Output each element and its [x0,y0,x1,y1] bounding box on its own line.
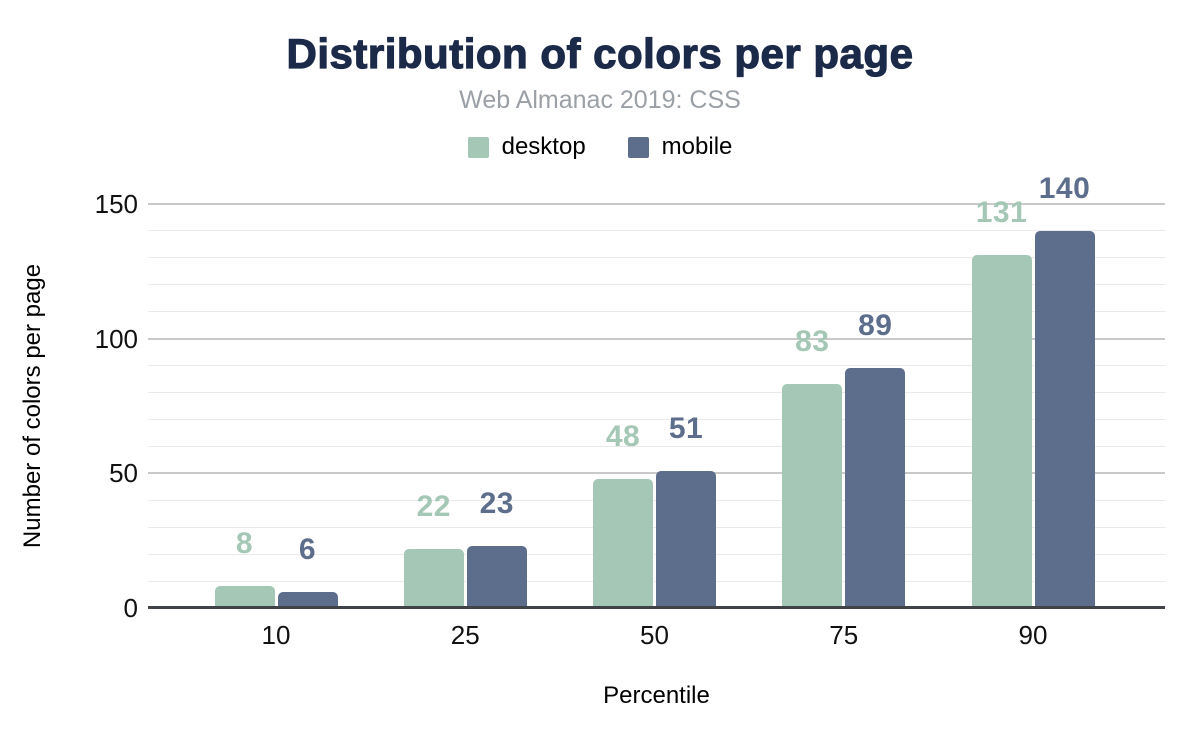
value-label-mobile-p75: 89 [858,309,893,343]
bar-desktop-p25 [403,548,464,608]
gridline-80 [148,392,1165,394]
gridline-140 [148,230,1165,232]
legend: desktop mobile [0,133,1200,161]
bar-mobile-p50 [656,470,716,608]
gridline-100 [148,337,1165,340]
y-tick-label-50: 50 [109,458,138,489]
x-axis-title: Percentile [603,682,710,709]
x-axis-line [148,606,1165,609]
gridline-60 [148,445,1165,447]
bar-desktop-p10 [214,586,275,608]
x-tick-label-10: 10 [261,620,291,650]
value-label-mobile-p50: 51 [668,411,704,445]
y-tick-label-100: 100 [94,323,138,354]
bar-desktop-p50 [593,478,653,608]
legend-swatch-desktop [467,136,489,158]
x-tick-label-75: 75 [829,620,859,650]
x-tick-label-50: 50 [640,620,669,650]
gridline-150 [148,203,1165,205]
legend-label: mobile [661,133,733,160]
bar-desktop-p90 [971,255,1032,608]
value-label-mobile-p90: 140 [1038,171,1091,205]
x-tick-label-90: 90 [1018,620,1048,650]
y-tick-label-0: 0 [123,593,138,623]
gridline-70 [148,418,1165,420]
bar-mobile-p25 [466,546,527,608]
value-label-desktop-p50: 48 [605,419,641,453]
legend-item-desktop: desktop [467,133,586,161]
plot-area: Percentile 0 50 100 150 8 6 10 22 23 25 48 51 50 83 89… [95,173,1165,709]
gridline-120 [148,284,1165,286]
value-label-desktop-p25: 22 [416,489,451,523]
bar-mobile-p90 [1034,230,1095,608]
value-label-desktop-p10: 8 [235,527,254,561]
value-label-desktop-p90: 131 [975,196,1028,230]
bar-mobile-p75 [845,368,906,608]
legend-label: desktop [501,133,586,160]
chart-title: Distribution of colors per page [286,29,914,77]
y-axis-title: Number of colors per page [19,263,46,549]
gridline-110 [148,311,1165,313]
chart-subtitle: Web Almanac 2019: CSS [459,86,741,114]
value-label-mobile-p25: 23 [479,487,514,521]
bar-desktop-p75 [782,384,843,608]
bar-mobile-p10 [277,591,338,608]
legend-swatch-mobile [627,136,649,158]
gridline-130 [148,257,1165,259]
gridline-90 [148,365,1165,367]
x-tick-label-25: 25 [450,620,480,650]
y-tick-label-150: 150 [94,189,138,219]
legend-item-mobile: mobile [627,133,733,161]
value-label-desktop-p75: 83 [795,325,830,359]
value-label-mobile-p10: 6 [298,532,317,566]
